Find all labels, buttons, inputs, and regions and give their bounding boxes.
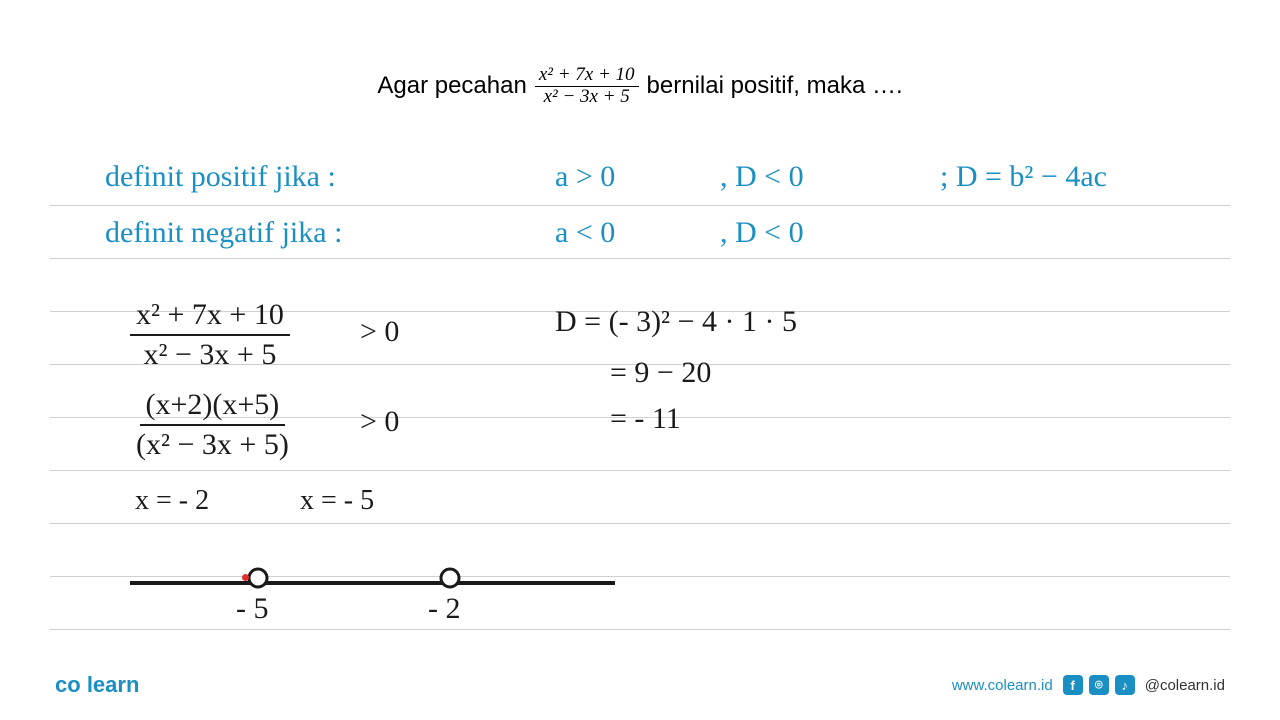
note-d-lt-0-2: , D < 0 bbox=[720, 216, 804, 250]
footer: co learn www.colearn.id f ⌾ ♪ @colearn.i… bbox=[0, 672, 1280, 698]
logo-part-a: co bbox=[55, 672, 81, 697]
root-2: x = - 5 bbox=[300, 485, 374, 517]
gt-zero-1: > 0 bbox=[360, 315, 399, 349]
root-1: x = - 2 bbox=[135, 485, 209, 517]
footer-right: www.colearn.id f ⌾ ♪ @colearn.id bbox=[952, 675, 1225, 695]
tiktok-icon: ♪ bbox=[1115, 675, 1135, 695]
note-d-lt-0-1: , D < 0 bbox=[720, 160, 804, 194]
number-line bbox=[0, 558, 650, 618]
instagram-icon: ⌾ bbox=[1089, 675, 1109, 695]
question-denominator: x² − 3x + 5 bbox=[540, 87, 634, 108]
question-numerator: x² + 7x + 10 bbox=[535, 65, 639, 87]
facebook-icon: f bbox=[1063, 675, 1083, 695]
logo: co learn bbox=[55, 672, 139, 698]
numline-label-minus2: - 2 bbox=[428, 592, 461, 626]
social-icons: f ⌾ ♪ bbox=[1063, 675, 1135, 695]
disc-line-1: D = (- 3)² − 4 · 1 · 5 bbox=[555, 305, 797, 339]
frac2-denominator: (x² − 3x + 5) bbox=[130, 426, 295, 462]
disc-line-3: = - 11 bbox=[610, 402, 681, 436]
disc-line-2: = 9 − 20 bbox=[610, 356, 711, 390]
frac1-denominator: x² − 3x + 5 bbox=[138, 336, 283, 372]
note-a-lt-0: a < 0 bbox=[555, 216, 615, 250]
fraction-1: x² + 7x + 10 x² − 3x + 5 bbox=[130, 298, 290, 372]
frac1-numerator: x² + 7x + 10 bbox=[130, 298, 290, 336]
footer-url: www.colearn.id bbox=[952, 677, 1053, 694]
frac2-numerator: (x+2)(x+5) bbox=[140, 388, 286, 426]
note-a-gt-0: a > 0 bbox=[555, 160, 615, 194]
question-fraction: x² + 7x + 10 x² − 3x + 5 bbox=[535, 65, 639, 108]
question-text: Agar pecahan x² + 7x + 10 x² − 3x + 5 be… bbox=[0, 65, 1280, 108]
red-cursor-dot bbox=[242, 574, 249, 581]
fraction-2: (x+2)(x+5) (x² − 3x + 5) bbox=[130, 388, 295, 462]
note-discriminant-formula: ; D = b² − 4ac bbox=[940, 160, 1107, 194]
gt-zero-2: > 0 bbox=[360, 405, 399, 439]
numline-label-minus5: - 5 bbox=[236, 592, 269, 626]
question-prefix: Agar pecahan bbox=[377, 72, 526, 100]
note-definit-positif: definit positif jika : bbox=[105, 160, 336, 194]
question-suffix: bernilai positif, maka …. bbox=[647, 72, 903, 100]
logo-part-b: learn bbox=[87, 672, 140, 697]
note-definit-negatif: definit negatif jika : bbox=[105, 216, 342, 250]
footer-handle: @colearn.id bbox=[1145, 677, 1225, 694]
